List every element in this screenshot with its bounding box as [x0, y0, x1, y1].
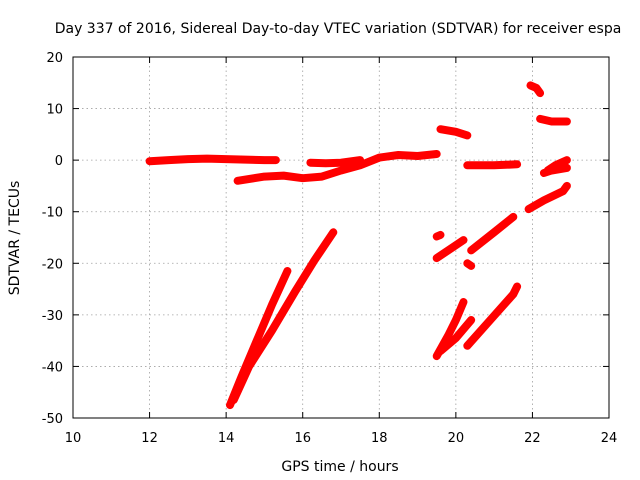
x-tick-label: 12	[141, 431, 158, 446]
series-arc-l	[463, 259, 476, 270]
tick-layer: 10 12 14 16 18 20 22 24 -50 -40 -30 -20 -10 0 10 20	[42, 51, 618, 446]
series-arc-b	[233, 150, 441, 185]
grid-layer	[73, 57, 609, 418]
series-arc-s	[524, 181, 571, 214]
x-tick-label: 24	[601, 431, 618, 446]
x-tick-label: 14	[218, 431, 235, 446]
series-arc-n	[463, 282, 522, 350]
plot-frame	[72, 56, 610, 419]
x-tick-label: 20	[448, 431, 465, 446]
series-arc-p	[536, 114, 571, 126]
series-arc-r	[543, 156, 571, 175]
series-arc-g	[432, 236, 468, 263]
series-arc-j	[436, 316, 476, 355]
y-axis-label: SDTVAR / TECUs	[7, 181, 23, 296]
y-tick-label: -50	[42, 412, 63, 427]
series-arc-f	[432, 230, 445, 241]
y-tick-label: 20	[46, 51, 63, 66]
series-arc-e	[229, 228, 338, 404]
x-tick-label: 18	[371, 431, 388, 446]
y-tick-label: -10	[42, 206, 63, 221]
y-tick-label: 0	[55, 154, 63, 169]
y-tick-label: 10	[46, 103, 63, 118]
x-tick-label: 10	[65, 431, 82, 446]
y-tick-label: -30	[42, 309, 63, 324]
series-layer	[145, 81, 571, 410]
series-arc-k	[463, 160, 522, 170]
series-arc-c	[306, 156, 365, 168]
series-arc-m	[467, 212, 518, 255]
series-arc-h	[436, 125, 472, 140]
y-tick-label: -40	[42, 360, 63, 375]
series-arc-o	[526, 81, 545, 98]
x-axis-label: GPS time / hours	[281, 459, 398, 475]
chart-title: Day 337 of 2016, Sidereal Day-to-day VTE…	[55, 21, 622, 37]
x-tick-label: 16	[294, 431, 311, 446]
y-tick-label: -20	[42, 257, 63, 272]
x-tick-label: 22	[524, 431, 541, 446]
series-arc-a	[145, 154, 280, 166]
